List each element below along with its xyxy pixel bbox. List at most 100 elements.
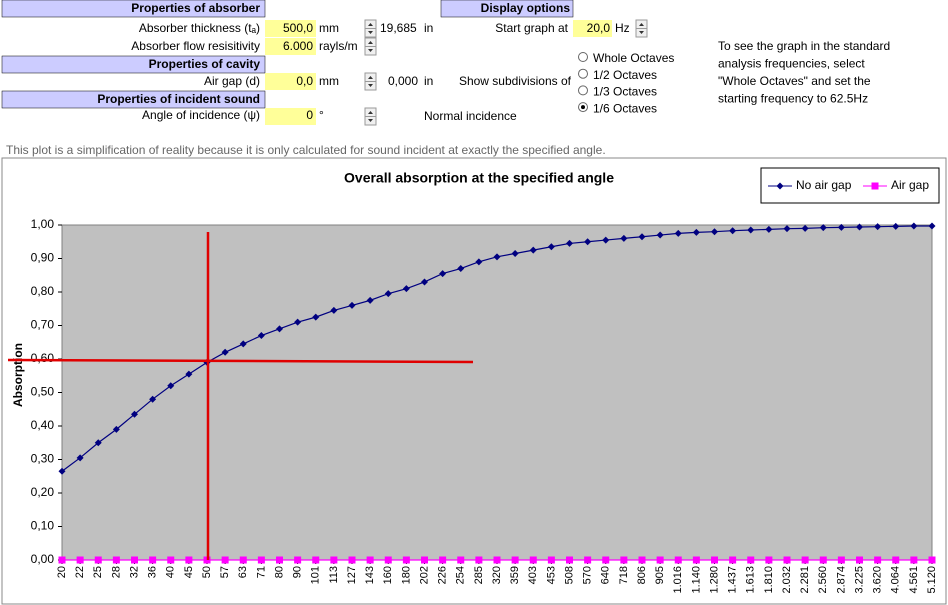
x-tick-label: 320	[491, 566, 503, 584]
y-tick-label: 0,00	[31, 552, 55, 566]
marker	[674, 556, 682, 564]
marker	[584, 238, 592, 246]
input-cell[interactable]	[265, 73, 316, 90]
input-cell[interactable]	[265, 38, 316, 55]
legend-marker	[776, 182, 784, 190]
marker	[149, 556, 157, 564]
input-value: 0	[306, 108, 313, 122]
x-tick-label: 905	[654, 566, 666, 584]
x-tick-label: 25	[92, 566, 104, 578]
field-label: Air gap (d)	[204, 74, 260, 88]
spinner[interactable]	[364, 107, 377, 126]
marker	[692, 228, 700, 236]
marker	[783, 556, 791, 564]
marker	[656, 556, 664, 564]
radio-button[interactable]	[578, 68, 588, 79]
spinner-down	[639, 31, 644, 34]
marker	[892, 222, 900, 230]
marker	[366, 296, 374, 304]
marker	[656, 231, 664, 239]
marker	[439, 556, 447, 564]
marker	[511, 556, 519, 564]
input-value: 0,0	[296, 74, 313, 88]
section-header: Properties of absorber	[131, 1, 260, 15]
x-tick-label: 40	[165, 566, 177, 578]
radio-button[interactable]	[578, 52, 588, 62]
marker	[112, 556, 120, 564]
marker	[149, 395, 157, 403]
input-cell[interactable]	[265, 108, 316, 125]
x-tick-label: 5.120	[926, 566, 938, 594]
marker	[239, 340, 247, 348]
x-tick-label: 285	[473, 566, 485, 584]
legend-label: No air gap	[796, 178, 852, 192]
marker	[729, 227, 737, 235]
marker	[257, 556, 265, 564]
x-tick-label: 2.281	[799, 566, 811, 594]
marker	[185, 370, 193, 378]
marker	[76, 556, 84, 564]
marker	[547, 556, 555, 564]
input-cell[interactable]	[265, 20, 316, 37]
marker	[620, 556, 628, 564]
x-tick-label: 28	[110, 566, 122, 578]
radio-label: 1/2 Octaves	[593, 68, 657, 82]
marker	[239, 556, 247, 564]
x-tick-label: 1.280	[708, 566, 720, 594]
section-header: Properties of cavity	[149, 57, 261, 71]
marker	[221, 556, 229, 564]
input-cell[interactable]	[573, 20, 612, 37]
marker	[892, 556, 900, 564]
marker	[475, 556, 483, 564]
marker	[348, 556, 356, 564]
marker	[276, 556, 283, 564]
marker	[747, 226, 755, 234]
marker	[312, 313, 320, 321]
spinner[interactable]	[364, 72, 377, 91]
section-header-box	[1, 0, 266, 18]
x-tick-label: 453	[545, 566, 557, 584]
spinner[interactable]	[635, 19, 648, 38]
marker	[874, 556, 882, 564]
info-text: starting frequency to 62.5Hz	[718, 92, 868, 106]
field-label: Absorber flow resisitivity	[131, 39, 260, 53]
annotation-line	[7, 358, 474, 364]
section-header: Display options	[481, 1, 571, 15]
marker	[421, 556, 428, 564]
spinner[interactable]	[364, 37, 377, 56]
unit: in	[424, 74, 433, 88]
radio-button[interactable]	[578, 85, 588, 96]
radio-label: 1/3 Octaves	[593, 85, 657, 99]
marker	[167, 382, 175, 390]
unit: in	[424, 21, 433, 35]
chart-title: Overall absorption at the specified angl…	[344, 170, 614, 186]
x-tick-label: 20	[56, 566, 68, 578]
marker	[620, 234, 628, 242]
y-tick-label: 0,30	[31, 452, 55, 466]
legend: No air gap Air gap	[760, 167, 940, 204]
x-tick-label: 36	[147, 566, 159, 578]
marker	[783, 225, 791, 233]
x-tick-label: 57	[219, 566, 231, 578]
marker	[312, 556, 320, 564]
x-tick-label: 143	[364, 566, 376, 584]
x-tick-label: 80	[273, 566, 285, 578]
disclaimer: This plot is a simplification of reality…	[6, 143, 606, 157]
marker	[493, 556, 501, 564]
x-tick-label: 359	[509, 566, 521, 584]
input-value: 20,0	[587, 21, 611, 35]
y-tick-label: 0,10	[31, 519, 55, 533]
x-tick-label: 32	[128, 566, 140, 578]
spinner[interactable]	[364, 19, 377, 38]
marker	[402, 285, 410, 293]
x-tick-label: 63	[237, 566, 249, 578]
info-text: analysis frequencies, select	[718, 57, 865, 71]
x-tick-label: 2.560	[817, 566, 829, 594]
note: Normal incidence	[424, 109, 517, 123]
x-tick-label: 508	[563, 566, 575, 584]
x-tick-label: 3.225	[853, 566, 865, 594]
spinner-up	[368, 76, 373, 79]
marker	[566, 239, 573, 247]
radio-dot	[581, 105, 585, 110]
